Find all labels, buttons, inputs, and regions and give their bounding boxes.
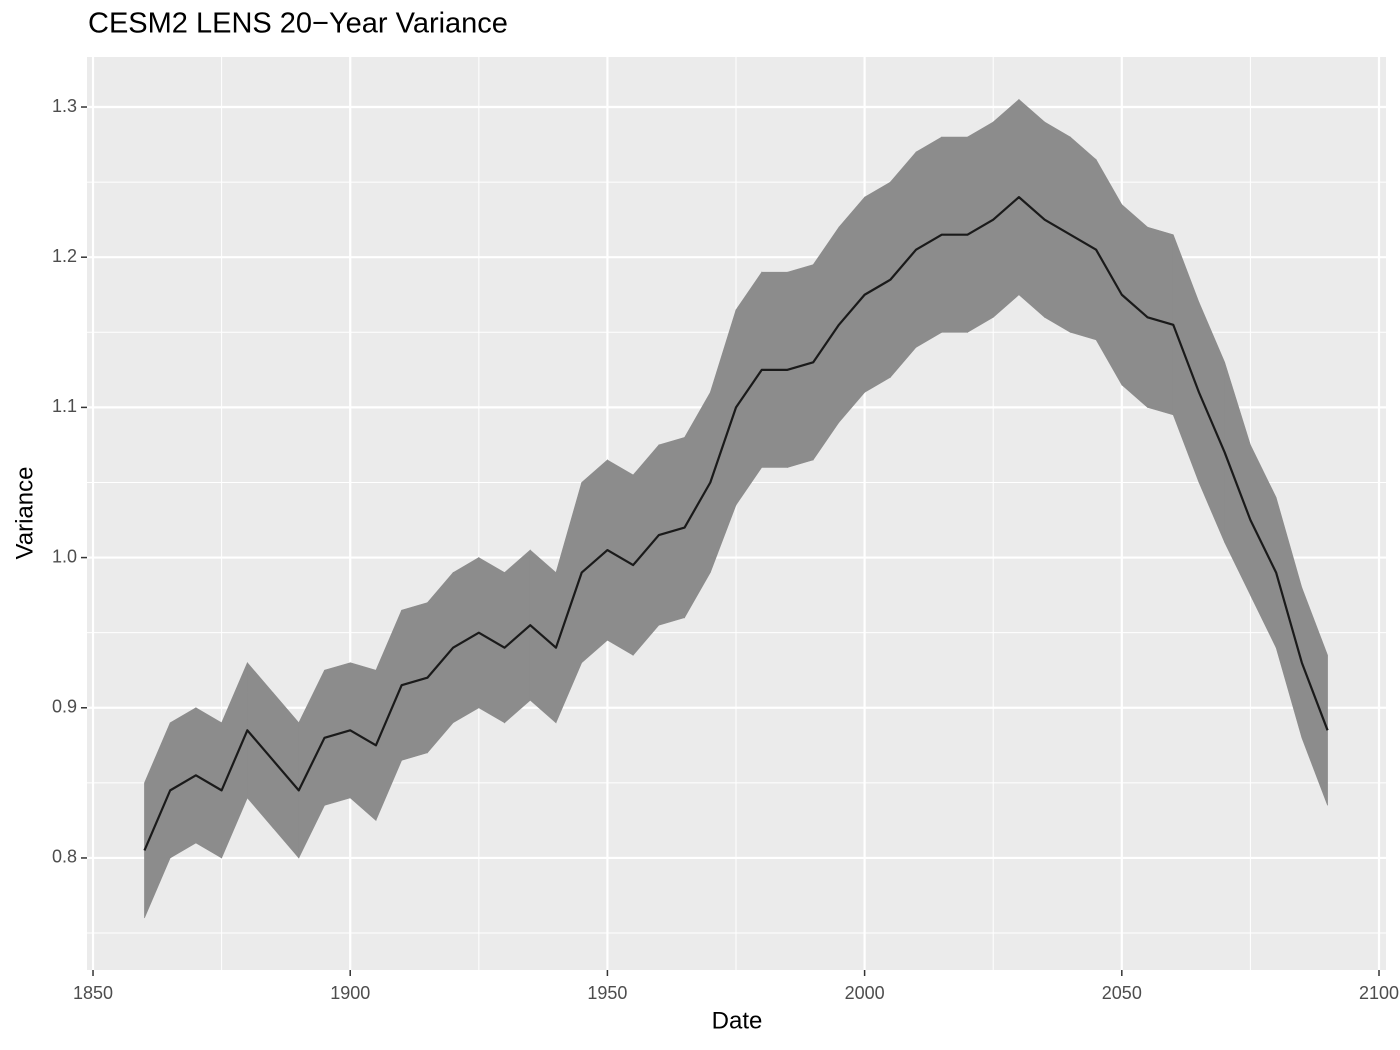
y-tick-label: 0.8 (52, 847, 77, 867)
y-axis-label: Variance (11, 467, 38, 560)
x-tick-label: 2000 (845, 983, 885, 1003)
y-tick-label: 1.2 (52, 246, 77, 266)
ribbon (349, 662, 377, 822)
chart-title: CESM2 LENS 20−Year Variance (88, 8, 508, 40)
y-tick-label: 0.9 (52, 697, 77, 717)
x-tick-label: 1850 (73, 983, 113, 1003)
x-tick-label: 1950 (587, 983, 627, 1003)
x-tick-label: 1900 (330, 983, 370, 1003)
line (143, 196, 1329, 851)
x-tick-label: 2100 (1359, 983, 1399, 1003)
y-tick-label: 1.0 (52, 546, 77, 566)
x-axis-label: Date (712, 1007, 763, 1034)
x-tick-label: 2050 (1102, 983, 1142, 1003)
ribbon (1070, 136, 1097, 341)
y-tick-label: 1.3 (52, 96, 77, 116)
y-tick-label: 1.1 (52, 396, 77, 416)
